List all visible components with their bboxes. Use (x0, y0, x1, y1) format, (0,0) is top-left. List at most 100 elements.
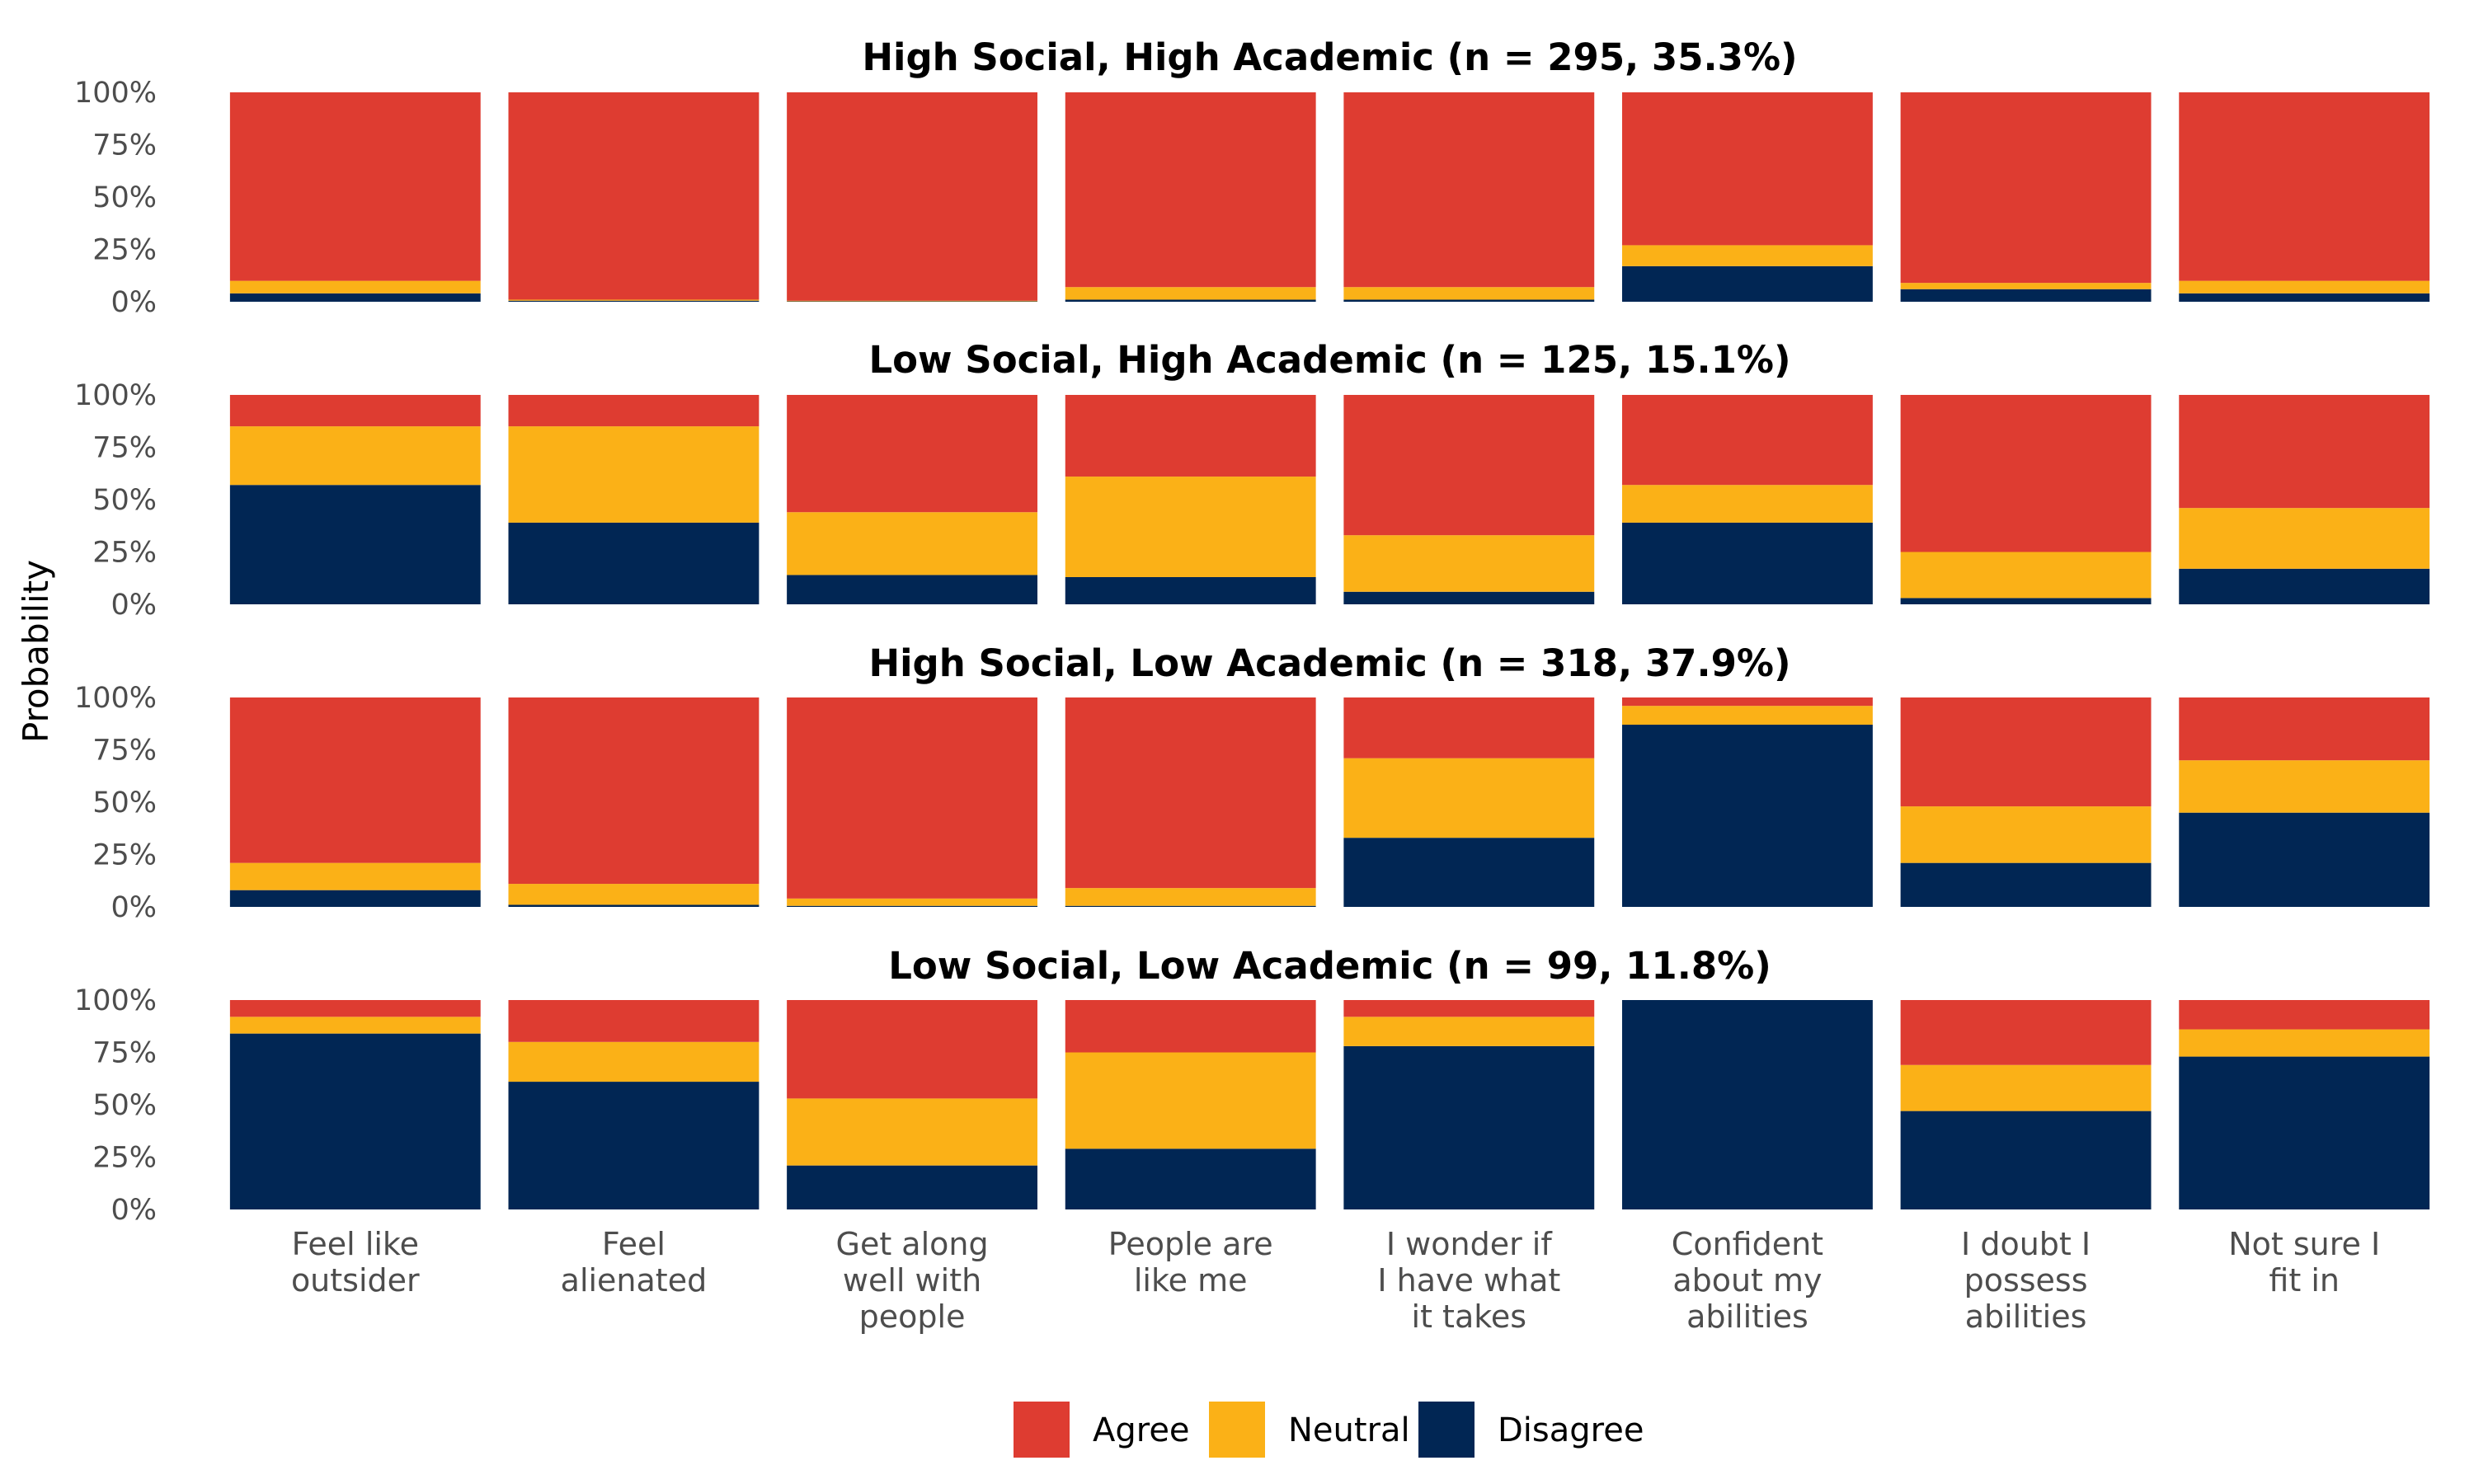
x-tick-label-line: fit in (2269, 1262, 2340, 1298)
bar-segment-neutral (1343, 1017, 1595, 1046)
bar-segment-disagree (787, 1165, 1037, 1209)
bar-segment-neutral (1622, 245, 1873, 266)
bar-segment-disagree (787, 575, 1037, 604)
bar-segment-disagree (1900, 1111, 2152, 1209)
bar-segment-disagree (1900, 598, 2152, 604)
y-tick-label: 50% (92, 181, 157, 214)
bar-segment-neutral (2179, 280, 2430, 294)
x-tick-label-line: about my (1672, 1262, 1822, 1298)
y-tick-label: 0% (111, 1194, 157, 1227)
bar-segment-neutral (787, 512, 1037, 575)
y-tick-label: 25% (92, 537, 157, 570)
bar-segment-neutral (2179, 1029, 2430, 1057)
bar-segment-agree (229, 697, 481, 863)
bar-segment-neutral (229, 862, 481, 890)
x-tick-label-line: abilities (1965, 1298, 2087, 1335)
bar-segment-disagree (2179, 293, 2430, 302)
bar-segment-agree (1343, 697, 1595, 758)
bar-segment-agree (1065, 92, 1316, 288)
bar-segment-neutral (2179, 760, 2430, 813)
x-tick-label: I wonder if I have what it takes (1377, 1226, 1560, 1335)
bar-segment-agree (787, 697, 1037, 899)
x-tick-label-line: People are (1108, 1226, 1273, 1262)
bar-segment-neutral (1065, 287, 1316, 300)
bar-segment-agree (229, 395, 481, 427)
bar-segment-agree (1065, 1000, 1316, 1053)
x-tick-label-line: people (859, 1298, 966, 1335)
y-tick-label: 0% (111, 589, 157, 622)
bar-segment-neutral (1900, 1064, 2152, 1111)
y-axis-label: Probability (16, 560, 56, 743)
bar-segment-agree (2179, 395, 2430, 509)
bar-segment-disagree (1065, 576, 1316, 604)
bar-segment-neutral (1622, 485, 1873, 523)
bar-segment-disagree (1622, 1000, 1873, 1209)
y-tick-label: 0% (111, 891, 157, 924)
bar-segment-agree (1622, 395, 1873, 486)
x-tick-label-line: it takes (1412, 1298, 1527, 1335)
x-tick-label-line: alienated (561, 1262, 708, 1298)
y-tick-label: 75% (92, 432, 157, 465)
x-tick-label-line: I wonder if (1386, 1226, 1553, 1262)
bar-segment-disagree (508, 1082, 760, 1209)
panel-title: High Social, High Academic (n = 295, 35.… (862, 35, 1797, 79)
bar-segment-disagree (2179, 568, 2430, 604)
bar-segment-agree (1900, 92, 2152, 284)
bar-segment-disagree (508, 300, 760, 302)
bar-segment-neutral (1343, 535, 1595, 592)
legend-label-disagree: Disagree (1498, 1411, 1644, 1449)
bar-segment-neutral (508, 1041, 760, 1082)
bar-segment-agree (1343, 1000, 1595, 1017)
bar-segment-agree (1065, 697, 1316, 889)
x-tick-label-line: Confident (1672, 1226, 1823, 1262)
x-tick-label-line: like me (1134, 1262, 1248, 1298)
x-tick-label-line: I have what (1377, 1262, 1560, 1298)
bar-segment-neutral (229, 280, 481, 294)
bar-segment-agree (2179, 92, 2430, 281)
bar-segment-agree (787, 1000, 1037, 1099)
bar-segment-neutral (787, 300, 1037, 302)
bar-segment-neutral (2179, 508, 2430, 569)
bar-segment-disagree (1622, 725, 1873, 907)
bar-segment-disagree (1065, 1148, 1316, 1209)
bar-segment-disagree (1343, 299, 1595, 302)
bar-segment-disagree (508, 522, 760, 604)
bar-segment-disagree (229, 485, 481, 604)
bar-segment-agree (229, 1000, 481, 1017)
x-tick-label: Feel alienated (561, 1226, 708, 1298)
y-tick-label: 75% (92, 1037, 157, 1070)
bar-segment-agree (2179, 1000, 2430, 1030)
bar-segment-disagree (229, 890, 481, 907)
y-tick-label: 50% (92, 484, 157, 517)
bar-segment-agree (508, 395, 760, 427)
x-tick-label-line: I doubt I (1961, 1226, 2091, 1262)
bar-segment-disagree (2179, 812, 2430, 907)
legend-swatch-disagree (1418, 1402, 1475, 1458)
bar-segment-disagree (229, 1033, 481, 1209)
bar-segment-disagree (1622, 265, 1873, 302)
legend-label-agree: Agree (1093, 1411, 1190, 1449)
bar-segment-neutral (1900, 806, 2152, 863)
bar-segment-agree (1065, 395, 1316, 477)
y-tick-label: 75% (92, 129, 157, 162)
legend-label-neutral: Neutral (1288, 1411, 1410, 1449)
bar-segment-agree (508, 697, 760, 885)
bar-segment-disagree (229, 293, 481, 302)
bar-segment-agree (1900, 395, 2152, 552)
x-tick-label-line: well with (843, 1262, 981, 1298)
panel-title: Low Social, Low Academic (n = 99, 11.8%) (888, 944, 1771, 988)
bar-segment-agree (1900, 697, 2152, 807)
bar-segment-disagree (1065, 905, 1316, 907)
y-tick-label: 50% (92, 1089, 157, 1122)
bar-segment-neutral (508, 299, 760, 301)
x-tick-label-line: Feel like (292, 1226, 419, 1262)
y-tick-label: 100% (74, 682, 157, 715)
bar-segment-neutral (1065, 888, 1316, 906)
x-tick-label-line: Get along (836, 1226, 989, 1262)
y-tick-label: 100% (74, 984, 157, 1017)
bar-segment-disagree (1900, 289, 2152, 302)
bar-segment-neutral (1900, 552, 2152, 599)
bar-segment-agree (508, 1000, 760, 1042)
y-tick-label: 100% (74, 77, 157, 110)
